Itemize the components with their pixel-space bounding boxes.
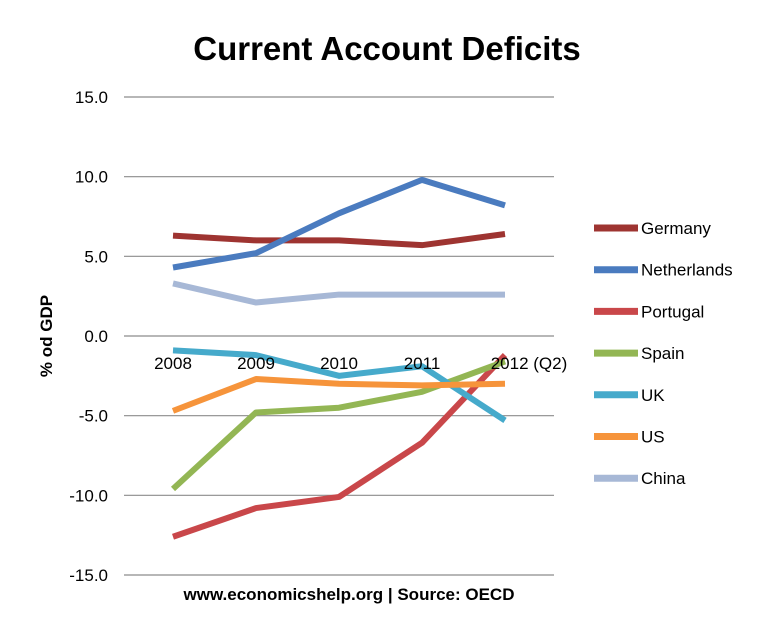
y-axis-label: % od GDP — [37, 295, 56, 377]
y-tick-label: 15.0 — [75, 88, 108, 107]
legend-label: Spain — [641, 344, 684, 363]
legend-label: UK — [641, 386, 665, 405]
legend-label: Germany — [641, 219, 711, 238]
x-tick-label: 2011 — [404, 354, 441, 373]
y-tick-label: -15.0 — [69, 566, 108, 585]
y-tick-label: 10.0 — [75, 168, 108, 187]
y-tick-label: -10.0 — [69, 486, 108, 505]
x-axis-label: www.economicshelp.org | Source: OECD — [183, 585, 515, 604]
legend-label: Netherlands — [641, 261, 733, 280]
x-tick-label: 2010 — [320, 354, 358, 373]
series-line-germany — [172, 231, 506, 249]
x-tick-label: 2009 — [237, 354, 275, 373]
y-tick-label: -5.0 — [79, 407, 108, 426]
series-line-portugal — [172, 353, 508, 540]
y-tick-label: 5.0 — [84, 247, 108, 266]
series-line-us — [171, 376, 506, 414]
series-line-china — [172, 280, 505, 306]
x-tick-label: 2008 — [154, 354, 192, 373]
legend-label: US — [641, 428, 665, 447]
x-tick-label: 2012 (Q2) — [491, 354, 568, 373]
chart-title: Current Account Deficits — [193, 30, 581, 67]
y-tick-label: 0.0 — [84, 327, 108, 346]
legend-label: China — [641, 469, 686, 488]
series-line-netherlands — [172, 176, 506, 271]
legend-label: Portugal — [641, 302, 704, 321]
